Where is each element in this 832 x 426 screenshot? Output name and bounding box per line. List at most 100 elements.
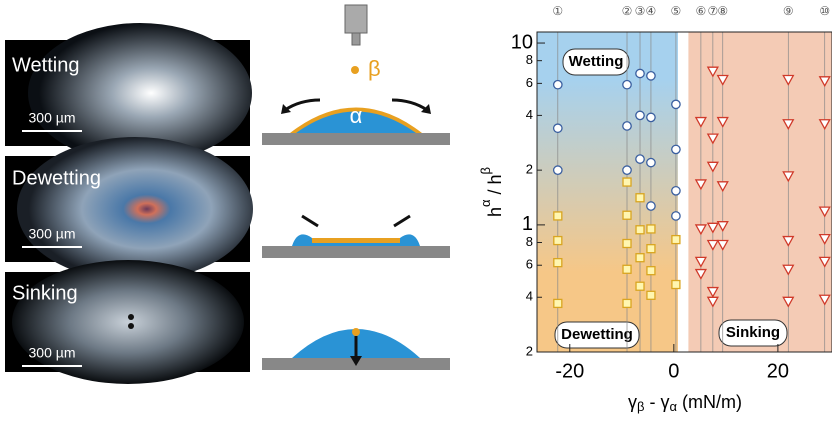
figure: Wetting Dewetting Sinking 300 µm 300 µm … [0,0,832,421]
region-label: Dewetting [561,326,633,343]
point [623,299,631,307]
point [554,166,562,174]
point [623,122,631,130]
reference-label: ④ [646,4,657,18]
scale-label: 300 µm [29,226,76,242]
point [647,291,655,299]
y-tick-label: 8 [526,234,533,249]
nozzle [345,5,367,33]
arrow [394,216,410,226]
alpha-label: α [350,103,363,128]
substrate [262,246,450,258]
reference-label: ① [552,4,563,18]
point [636,226,644,234]
image-label: Sinking [12,282,78,304]
xlabel_parts: γβ - γα (mN/m) [628,392,742,415]
point [623,265,631,273]
y-tick-label: 10 [511,31,533,53]
point [554,212,562,220]
point [636,111,644,119]
reference-label: ⑥ [696,4,707,18]
image-label: Dewetting [12,167,101,189]
point [636,254,644,262]
scale-label: 300 µm [29,345,76,361]
point [672,187,680,195]
beta-drop [351,66,359,74]
arrowhead [421,104,431,114]
beta-film [312,238,400,243]
point [636,194,644,202]
arrow [392,100,427,110]
point [554,299,562,307]
y-tick-label: 2 [526,162,533,177]
y-tick-label: 6 [526,257,533,272]
page: Wetting Dewetting Sinking 300 µm 300 µm … [0,0,832,421]
beta-drop [352,328,360,336]
point [623,211,631,219]
scale-label: 300 µm [29,110,76,126]
reference-label: ⑨ [783,4,794,18]
image-panels: Wetting Dewetting Sinking 300 µm 300 µm … [5,23,253,384]
y-tick-label: 2 [526,343,533,358]
point [623,81,631,89]
y-tick-label: 4 [526,107,533,122]
point [636,282,644,290]
point [647,113,655,121]
ylabel_parts-part: / h [485,174,505,199]
reference-label: ⑩ [819,4,830,18]
reference-label: ③ [635,4,646,18]
y-tick-label: 1 [522,213,533,235]
x-tick-label: -20 [555,360,584,382]
x-tick-label: 0 [668,360,679,382]
arrowhead [281,104,291,114]
ylabel_parts: hα / hβ [478,167,504,217]
x-tick-label: 20 [767,360,789,382]
ylabel_parts-part: h [485,207,505,217]
point [647,158,655,166]
arrow [285,100,320,110]
point [672,281,680,289]
ylabel_parts-part: β [478,167,493,174]
reference-label: ⑤ [671,4,682,18]
region-label: Wetting [569,53,624,70]
image-content [17,137,253,281]
region-label: Sinking [726,324,780,341]
nozzle-tip [352,33,360,45]
reference-label: ⑧ [717,4,728,18]
beta-label: β [368,56,381,81]
xlabel_parts-part: β [637,399,644,414]
y-tick-label: 4 [526,289,533,304]
point [672,212,680,220]
reference-label: ② [622,4,633,18]
point [647,245,655,253]
point [554,259,562,267]
xlabel_parts-part: γ [628,392,637,412]
region-sinking [688,32,832,352]
point [672,145,680,153]
point [636,69,644,77]
xlabel_parts-part: - γ [644,392,669,412]
point [623,178,631,186]
point [554,124,562,132]
point [623,240,631,248]
image-label: Wetting [12,54,79,76]
point [647,72,655,80]
droplet [128,314,134,320]
point [672,100,680,108]
xlabel_parts-part: (mN/m) [677,392,742,412]
point [554,237,562,245]
point [647,225,655,233]
y-tick-label: 6 [526,75,533,90]
droplet [128,323,134,329]
point [647,202,655,210]
substrate [262,133,450,145]
point [647,267,655,275]
y-tick-label: 8 [526,52,533,67]
point [623,166,631,174]
arrow [302,216,318,226]
point [672,236,680,244]
point [554,81,562,89]
schematics: β α [262,5,450,370]
point [636,155,644,163]
